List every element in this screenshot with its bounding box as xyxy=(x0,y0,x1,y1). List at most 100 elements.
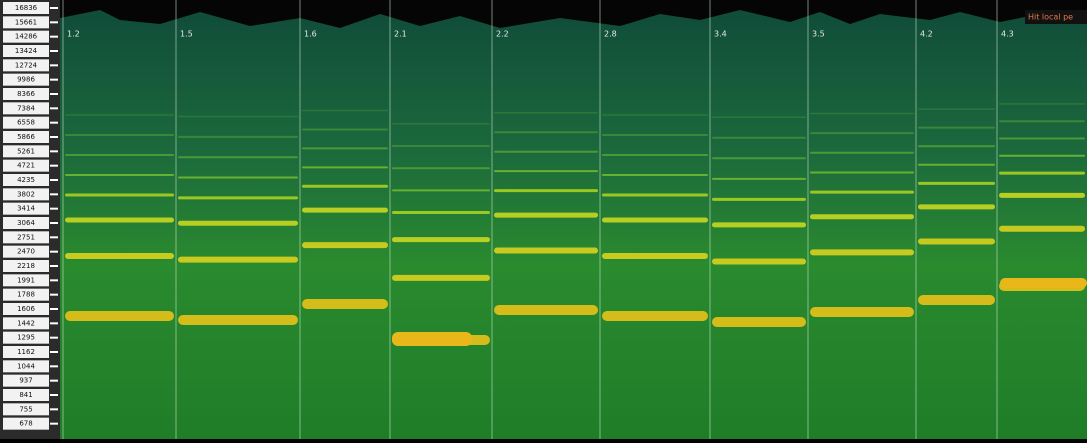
harmonic-band xyxy=(392,332,472,346)
harmonic-band xyxy=(392,189,490,191)
frequency-label: 1162 xyxy=(17,348,35,356)
harmonic-band xyxy=(602,114,708,116)
harmonic-band xyxy=(302,299,388,309)
harmonic-band xyxy=(302,208,388,213)
frequency-label: 2218 xyxy=(17,262,35,270)
time-label: 4.2 xyxy=(920,30,933,39)
harmonic-band xyxy=(712,198,806,201)
status-label: Hit local pe xyxy=(1028,13,1073,22)
harmonic-band xyxy=(1000,278,1087,288)
frequency-label: 841 xyxy=(19,391,32,399)
harmonic-band xyxy=(810,171,914,173)
harmonic-band xyxy=(65,311,174,321)
harmonic-band xyxy=(602,311,708,321)
harmonic-band xyxy=(494,170,598,172)
harmonic-band xyxy=(65,194,174,197)
frequency-label: 3064 xyxy=(17,219,35,227)
harmonic-band xyxy=(712,116,806,118)
harmonic-band xyxy=(602,174,708,176)
harmonic-band xyxy=(712,222,806,227)
harmonic-band xyxy=(810,113,914,115)
harmonic-band xyxy=(178,257,298,263)
harmonic-band xyxy=(602,218,708,223)
harmonic-band xyxy=(712,178,806,180)
harmonic-band xyxy=(602,253,708,259)
harmonic-band xyxy=(392,237,490,242)
harmonic-band xyxy=(918,127,995,129)
harmonic-band xyxy=(712,137,806,139)
frequency-label: 6558 xyxy=(17,119,35,127)
frequency-label: 8366 xyxy=(17,90,35,98)
harmonic-band xyxy=(65,154,174,156)
harmonic-band xyxy=(178,315,298,325)
harmonic-band xyxy=(494,112,598,114)
harmonic-band xyxy=(494,151,598,153)
frequency-label: 2470 xyxy=(17,248,35,256)
time-label: 1.2 xyxy=(67,30,80,39)
frequency-label: 937 xyxy=(19,377,32,385)
frequency-label: 15661 xyxy=(15,18,37,26)
harmonic-band xyxy=(178,221,298,226)
frequency-label: 5261 xyxy=(17,147,35,155)
harmonic-band xyxy=(392,145,490,147)
time-label: 2.1 xyxy=(394,30,407,39)
harmonic-band xyxy=(810,249,914,255)
harmonic-band xyxy=(178,196,298,199)
spectrogram-view: 1.21.51.62.12.22.83.43.54.24.31683615661… xyxy=(0,0,1087,439)
harmonic-band xyxy=(918,145,995,147)
harmonic-band xyxy=(712,258,806,264)
harmonic-band xyxy=(494,189,598,192)
harmonic-band xyxy=(918,164,995,166)
frequency-label: 13424 xyxy=(15,47,38,55)
time-label: 1.6 xyxy=(304,30,317,39)
frequency-label: 1295 xyxy=(17,334,35,342)
harmonic-band xyxy=(302,185,388,188)
frequency-label: 7384 xyxy=(17,104,35,112)
harmonic-band xyxy=(602,194,708,197)
harmonic-band xyxy=(302,110,388,112)
harmonic-band xyxy=(392,211,490,214)
harmonic-band xyxy=(918,238,995,244)
harmonic-band xyxy=(999,226,1085,232)
harmonic-band xyxy=(494,248,598,254)
frequency-label: 5866 xyxy=(17,133,35,141)
frequency-label: 1044 xyxy=(17,362,35,370)
harmonic-band xyxy=(65,253,174,259)
frequency-label: 1442 xyxy=(17,319,35,327)
page: {"frequency_labels": ["16836", "15661", … xyxy=(0,0,1087,439)
harmonic-band xyxy=(810,152,914,154)
frequency-label: 755 xyxy=(19,405,32,413)
frequency-label: 3802 xyxy=(17,190,35,198)
frequency-label: 4235 xyxy=(17,176,35,184)
harmonic-band xyxy=(302,128,388,130)
harmonic-band xyxy=(494,305,598,315)
time-label: 2.8 xyxy=(604,30,617,39)
harmonic-band xyxy=(178,177,298,179)
harmonic-band xyxy=(65,114,174,116)
harmonic-band xyxy=(810,132,914,134)
harmonic-band xyxy=(999,120,1085,122)
harmonic-band xyxy=(302,166,388,168)
frequency-label: 4721 xyxy=(17,162,35,170)
harmonic-band xyxy=(602,134,708,136)
frequency-label: 1991 xyxy=(17,276,35,284)
harmonic-band xyxy=(999,138,1085,140)
harmonic-band xyxy=(918,295,995,305)
harmonic-band xyxy=(302,147,388,149)
harmonic-band xyxy=(178,116,298,118)
spectrogram-area xyxy=(60,0,1087,439)
harmonic-band xyxy=(810,214,914,219)
time-label: 1.5 xyxy=(180,30,193,39)
time-label: 4.3 xyxy=(1001,30,1014,39)
frequency-label: 16836 xyxy=(15,4,38,12)
frequency-label: 2751 xyxy=(17,233,35,241)
time-label: 3.5 xyxy=(812,30,825,39)
frequency-label: 12724 xyxy=(15,61,38,69)
harmonic-band xyxy=(392,167,490,169)
harmonic-band xyxy=(392,275,490,281)
frequency-label: 9986 xyxy=(17,76,35,84)
frequency-label: 1788 xyxy=(17,291,35,299)
harmonic-band xyxy=(999,193,1085,198)
harmonic-band xyxy=(494,131,598,133)
harmonic-band xyxy=(602,154,708,156)
